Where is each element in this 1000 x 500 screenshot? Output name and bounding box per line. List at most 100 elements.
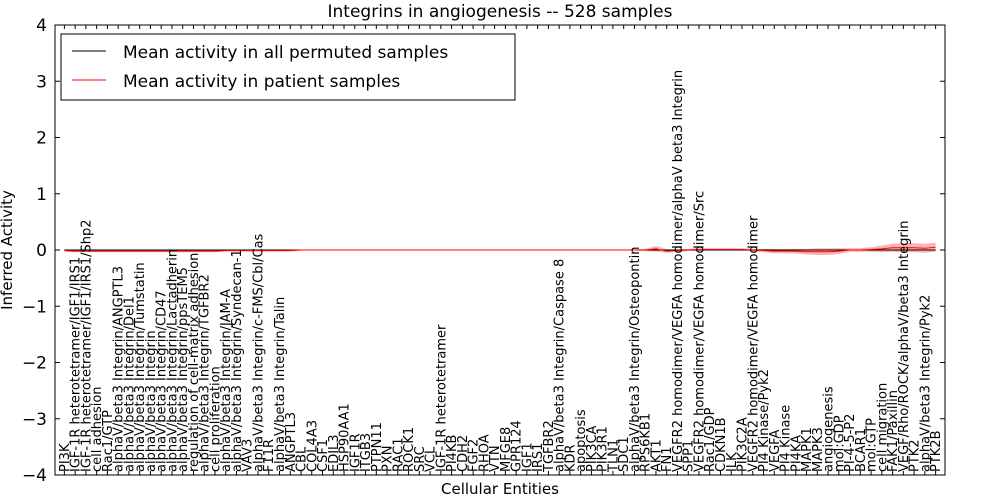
x-tick-label: TLN1: [606, 439, 621, 473]
x-tick-label: PTK2: [908, 439, 923, 472]
x-tick-label: SRC: [413, 446, 428, 472]
x-tick-label: F11R: [262, 439, 277, 472]
x-tick-label: IGF1R: [348, 433, 363, 472]
x-tick-label: PI4 Kinase/Pyk2: [757, 369, 772, 472]
x-tick-label: alphaV/beta3 Integrin/c-FMS/Cbl/Cas: [251, 233, 266, 472]
x-tick-label: SPP1: [682, 440, 697, 472]
x-tick-label: alphaV/beta3 Integrin/ppsTEM5: [176, 267, 191, 472]
x-tick-label: PXN: [381, 446, 396, 472]
x-tick-label: GPR124: [510, 420, 525, 472]
x-tick-label: BCAR1: [854, 428, 869, 472]
x-tick-label: PIK3CA: [585, 425, 600, 472]
x-tick-label: Rac1/GDP: [703, 407, 718, 472]
x-tick-label: EDIL3: [327, 434, 342, 472]
x-tick-label: alphaV/beta3 Integrin/ANGPTL3: [112, 266, 127, 472]
x-tick-label: angiogenesis: [822, 386, 837, 472]
x-tick-label: VEGF/Rho/ROCK/alphaV/beta3 Integrin: [897, 220, 912, 472]
x-tick-label: PI4 Kinase: [779, 405, 794, 472]
x-tick-label: PI3K: [58, 443, 73, 472]
x-tick-label: TGFBR2: [542, 420, 557, 473]
x-tick-label: VCL: [424, 446, 439, 472]
x-tick-label: alphaV/beta3 Integrin/Lactadherin: [165, 249, 180, 472]
x-tick-label: CDKN1B: [714, 417, 729, 472]
y-axis: −4 −3 −2 −1 0 1 2 3 4: [22, 16, 945, 486]
x-tick-label: RHOA: [477, 434, 492, 472]
x-tick-label: ANGPTL3: [284, 412, 299, 472]
x-tick-label: cell adhesion: [90, 386, 105, 472]
x-tick-label: FN1: [660, 447, 675, 472]
x-tick-label: COL4A3: [305, 420, 320, 472]
x-tick-label: CBL: [295, 446, 310, 472]
x-tick-label: VEGFR2 homodimer/VEGFA homodimer/Src: [692, 191, 707, 472]
x-tick-label: HSP90AA1: [338, 403, 353, 472]
x-tick-label: cell migration: [875, 383, 890, 472]
x-axis-label: Cellular Entities: [441, 480, 559, 498]
x-tick-label: Rac1/GTP: [101, 410, 116, 472]
y-tick-label: −1: [22, 297, 47, 317]
x-tick-label: alphaV/beta3 Integrin/TGFBR2: [198, 274, 213, 472]
x-tick-label: alphaV/beta3 Integrin/Syndecan-1: [230, 249, 245, 472]
x-tick-label: VEGFR2 homodimer/VEGFA homodimer: [746, 215, 761, 472]
series-line-layer: [64, 246, 936, 253]
x-tick-label: ILK: [725, 452, 740, 472]
x-tick-label: CSF1: [316, 439, 331, 472]
x-tick-label: PTPN11: [370, 422, 385, 472]
y-tick-label: 0: [36, 241, 47, 261]
x-tick-label: IGF-1R heterotetramer/IGF1/IRS1: [69, 257, 84, 472]
x-tick-label: cell proliferation: [208, 366, 223, 472]
x-tick-label: IGF-1R heterotetramer/IGF1/IRS1/Shp2: [79, 219, 94, 472]
x-tick-label: alphaV/beta3 Integrin/Del1: [122, 296, 137, 472]
x-tick-label: MAPK3: [811, 427, 826, 472]
x-tick-label: PI-4-5-P2: [843, 414, 858, 472]
x-tick-label: alphaV/beta3 Integrin/JAM-A: [219, 289, 234, 472]
x-tick-label: mol:GTP: [865, 418, 880, 472]
x-tick-label: IGF-1R heterotetramer: [434, 324, 449, 472]
x-tick-label: PIK3C2A: [736, 417, 751, 472]
x-tick-label: VEGFA: [768, 430, 783, 472]
x-tick-label: alphaV/beta3 Integrin: [144, 330, 159, 472]
x-tick-label: MAPK1: [800, 427, 815, 472]
x-tick-label: CDH2: [456, 435, 471, 472]
x-tick-label: alphaV/beta3 Integrin/Osteopontin: [628, 247, 643, 472]
x-tick-label: FGF2: [467, 439, 482, 472]
x-tick-label: RPS6KB1: [639, 413, 654, 472]
y-tick-label: 4: [36, 16, 47, 36]
y-tick-label: −4: [22, 466, 47, 486]
x-tick-label: mol:GDP: [832, 415, 847, 472]
y-tick-label: 2: [36, 129, 47, 149]
x-tick-label: IGF1: [520, 442, 535, 472]
y-tick-label: −3: [22, 410, 47, 430]
x-tick-label: regulation of cell-matrix adhesion: [187, 253, 202, 472]
x-tick-label: alphaV/beta3 Integrin/Caspase 8: [553, 259, 568, 472]
y-tick-label: 3: [36, 72, 47, 92]
x-tick-label: alphaV/beta3 Integrin/Tumstatin: [133, 262, 148, 472]
x-tick-label: VEGFR2 homodimer/VEGFA homodimer/alphaV …: [671, 70, 686, 472]
x-tick-label: PI4KB: [445, 435, 460, 472]
x-tick-label: PI4KA: [789, 435, 804, 472]
x-tick-label: VAV3: [241, 439, 256, 472]
x-tick-label: alphaV/beta3 Integrin/Talin: [273, 297, 288, 472]
y-axis-label: Inferred Activity: [0, 190, 16, 310]
x-tick-label: apoptosis: [574, 409, 589, 472]
x-tick-label: IRS1: [531, 443, 546, 472]
x-tick-label: AKT1: [649, 439, 664, 472]
chart-title: Integrins in angiogenesis -- 528 samples: [328, 2, 673, 22]
x-tick-label: alphaV/beta3 Integrin/Pyk2: [918, 295, 933, 472]
y-tick-label: −2: [22, 354, 47, 374]
x-tick-label: PTK2B: [929, 431, 944, 473]
x-tick-label: VTN: [488, 445, 503, 472]
x-tick-label: FAK1/Paxillin: [886, 390, 901, 472]
x-tick-label: ROCK1: [402, 427, 417, 472]
legend-box: [60, 33, 516, 101]
x-tick-label: PIK3R1: [596, 426, 611, 472]
x-tick-label: alphaV/beta3 Integrin/CD47: [155, 290, 170, 472]
x-tick-label: ITGB3: [359, 433, 374, 472]
legend: Mean activity in all permuted samples Me…: [60, 33, 516, 101]
x-tick-label: MFGE8: [499, 427, 514, 472]
x-tick-label: RAC1: [391, 437, 406, 472]
x-tick-label: KDR: [563, 444, 578, 472]
y-tick-label: 1: [36, 185, 47, 205]
